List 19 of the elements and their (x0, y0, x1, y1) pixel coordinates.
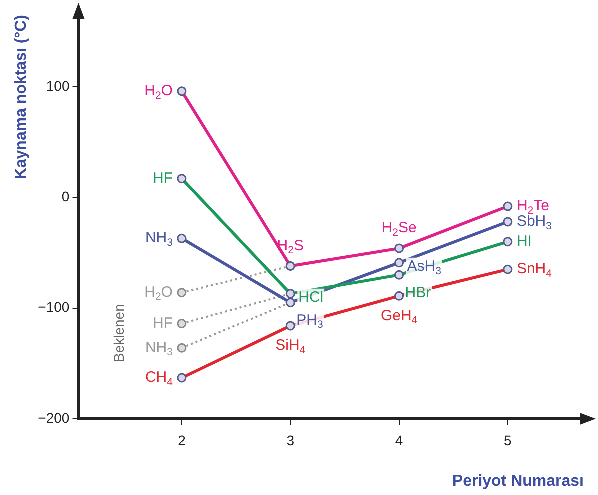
x-tick-label: 4 (395, 432, 404, 448)
x-tick-label: 2 (178, 432, 186, 448)
x-axis-title: Periyot Numarası (452, 472, 584, 490)
y-tick-label: −200 (38, 410, 70, 426)
annotation: HCl (298, 289, 324, 306)
annotation: Beklenen (110, 304, 127, 363)
y-tick-label: 100 (46, 78, 70, 94)
annotation: HF (152, 314, 173, 332)
y-axis-title: Kaynama noktası (°C) (13, 15, 30, 180)
point (177, 234, 187, 244)
point (394, 258, 404, 268)
y-tick-label: 0 (62, 188, 70, 204)
x-tick-label: 5 (504, 432, 512, 448)
point (503, 217, 513, 227)
annotation: HF (152, 170, 173, 187)
x-tick-label: 3 (286, 432, 295, 448)
annotation: HBr (405, 284, 432, 302)
annotation: HI (516, 233, 532, 250)
y-tick-label: −100 (38, 299, 70, 316)
